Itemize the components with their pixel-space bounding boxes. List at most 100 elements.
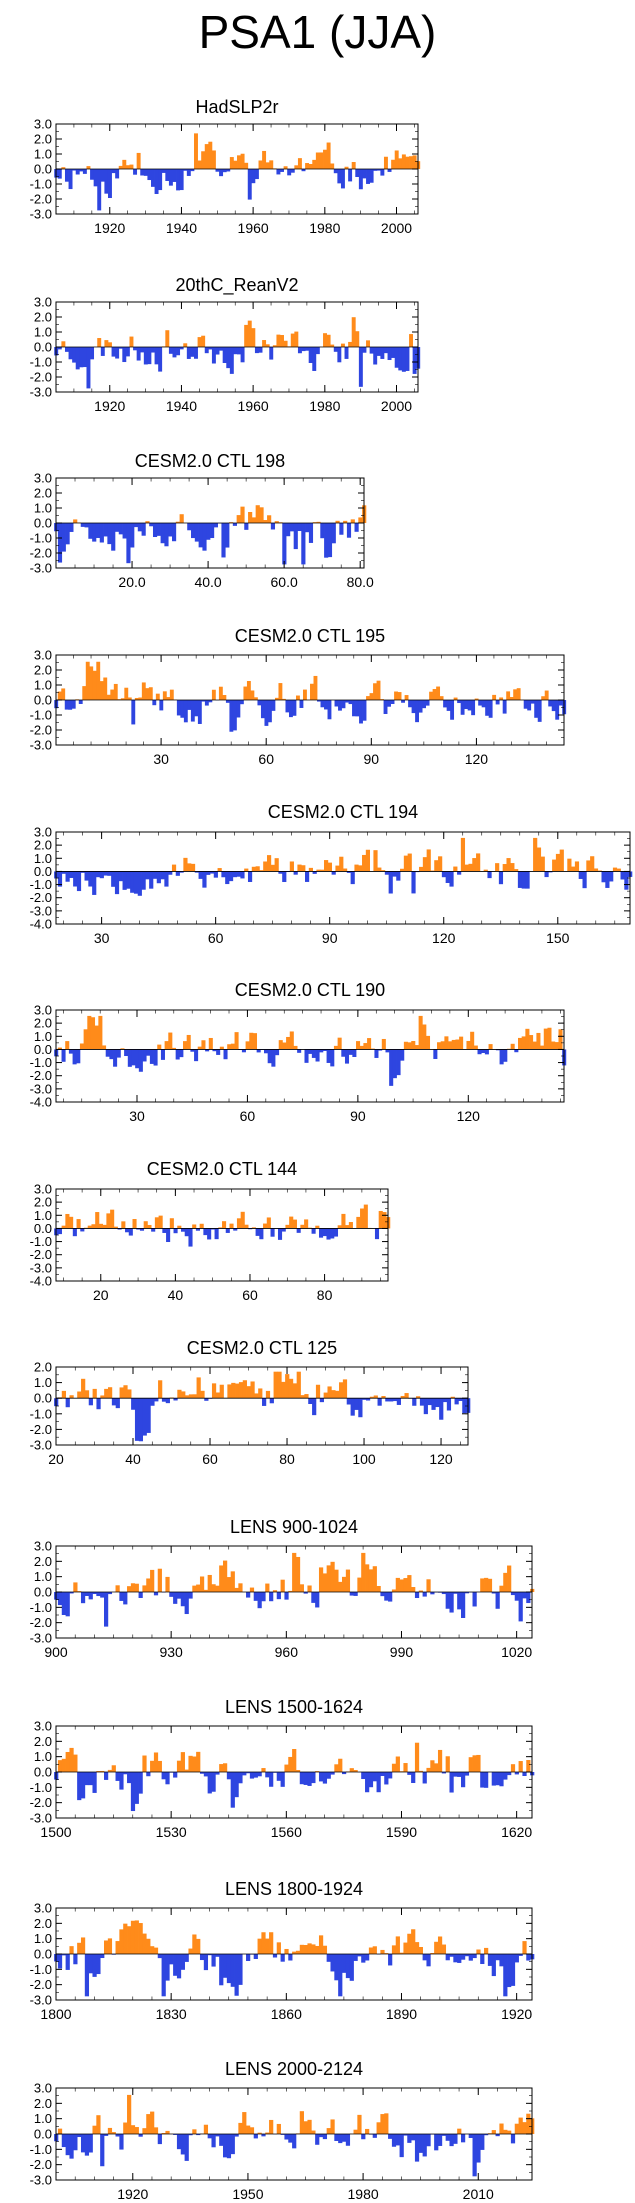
positive-area <box>142 1585 147 1592</box>
positive-area <box>150 1569 155 1592</box>
positive-area <box>276 2123 281 2134</box>
positive-area <box>316 869 321 872</box>
positive-area <box>192 2129 197 2134</box>
panel-title: CESM2.0 CTL 195 <box>235 626 385 646</box>
positive-area <box>96 1771 101 1772</box>
positive-area <box>166 697 171 700</box>
negative-area <box>72 169 77 171</box>
positive-area <box>153 1752 159 1772</box>
positive-area <box>430 1760 435 1772</box>
negative-area <box>190 347 195 357</box>
negative-area <box>286 523 291 537</box>
negative-area <box>111 871 116 887</box>
negative-area <box>71 700 76 709</box>
negative-area <box>226 1772 232 1780</box>
positive-area <box>249 1032 254 1050</box>
positive-area <box>192 1224 197 1229</box>
negative-area <box>484 2134 489 2136</box>
negative-area <box>487 871 492 879</box>
y-tick-label: 1.0 <box>34 1375 52 1390</box>
negative-area <box>333 347 338 352</box>
negative-area <box>322 2134 328 2140</box>
positive-area <box>301 865 306 872</box>
positive-area <box>439 696 444 700</box>
positive-area <box>69 1747 74 1772</box>
negative-area <box>125 347 130 357</box>
positive-area <box>154 1217 159 1229</box>
positive-area <box>82 686 87 700</box>
negative-area <box>257 1592 262 1609</box>
negative-area <box>460 700 465 715</box>
positive-area <box>349 1768 354 1772</box>
y-tick-label: -1.0 <box>30 531 52 546</box>
positive-area <box>141 682 146 700</box>
positive-area <box>266 855 272 872</box>
negative-area <box>433 1049 438 1059</box>
negative-area <box>104 2134 109 2136</box>
y-tick-label: -4.0 <box>30 1095 52 1110</box>
negative-area <box>86 347 91 389</box>
negative-area <box>388 1772 393 1779</box>
y-tick-label: 1.0 <box>34 851 52 866</box>
negative-area <box>337 169 342 184</box>
negative-area <box>495 700 500 705</box>
negative-area <box>498 871 504 885</box>
positive-area <box>348 1222 353 1229</box>
positive-area <box>289 861 294 872</box>
negative-area <box>92 871 97 895</box>
negative-area <box>271 700 276 711</box>
negative-area <box>240 871 245 879</box>
positive-area <box>226 1577 232 1592</box>
y-tick-label: 2.0 <box>34 1360 52 1375</box>
negative-area <box>118 523 123 535</box>
positive-area <box>81 1378 86 1399</box>
positive-area <box>115 1941 120 1954</box>
negative-area <box>318 2134 324 2138</box>
positive-area <box>612 867 618 872</box>
negative-area <box>289 523 295 532</box>
positive-area <box>123 2122 128 2134</box>
panel-title: LENS 900-1024 <box>230 1517 358 1537</box>
negative-area <box>154 1398 159 1402</box>
positive-area <box>286 1036 291 1050</box>
negative-area <box>257 700 262 706</box>
negative-area <box>253 1592 258 1601</box>
panel-6: CESM2.0 CTL 190 3.02.01.00.0-1.0-2.0-3.0-… <box>30 980 567 1124</box>
positive-area <box>541 696 546 700</box>
negative-area <box>247 169 252 200</box>
negative-area <box>449 871 454 887</box>
negative-area <box>90 347 95 360</box>
positive-area <box>340 343 345 347</box>
positive-area <box>218 1227 223 1229</box>
negative-area <box>99 871 104 879</box>
positive-area <box>84 1390 90 1399</box>
positive-area <box>476 1754 481 1772</box>
positive-area <box>320 869 325 872</box>
negative-area <box>457 1772 462 1777</box>
positive-area <box>204 144 209 169</box>
positive-area <box>468 863 473 872</box>
positive-area <box>69 1395 74 1399</box>
positive-area <box>196 1377 201 1399</box>
positive-area <box>312 159 317 169</box>
x-tick-label: 2010 <box>463 2186 494 2202</box>
negative-area <box>244 523 249 530</box>
positive-area <box>335 1390 340 1399</box>
negative-area <box>127 1772 132 1784</box>
y-tick-label: -3.0 <box>30 738 52 753</box>
positive-area <box>525 1028 530 1050</box>
negative-area <box>230 1772 235 1808</box>
positive-area <box>330 1561 335 1592</box>
positive-area <box>378 1210 383 1229</box>
negative-area <box>285 700 290 713</box>
positive-area <box>437 1749 443 1772</box>
negative-area <box>582 871 587 889</box>
negative-area <box>426 2134 431 2147</box>
positive-area <box>272 345 277 347</box>
negative-area <box>61 871 66 874</box>
positive-area <box>412 155 417 169</box>
positive-area <box>130 1920 136 1954</box>
negative-area <box>207 1228 212 1240</box>
negative-area <box>242 1772 247 1776</box>
positive-area <box>266 1217 271 1229</box>
